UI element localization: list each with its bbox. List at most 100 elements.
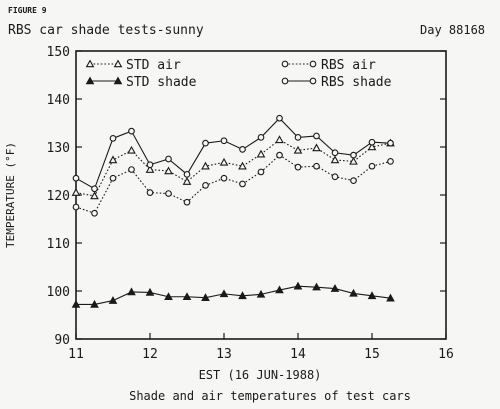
data-point (312, 282, 321, 291)
x-axis: 11 12 13 14 15 16 (68, 333, 454, 362)
data-point (183, 171, 191, 178)
day-label: Day 88168 (420, 23, 485, 37)
data-point (256, 289, 266, 298)
legend-label: RBS shade (321, 75, 392, 90)
data-point (165, 155, 172, 163)
data-point (71, 299, 81, 308)
y-tick-label: 140 (47, 93, 70, 108)
legend-item-std-shade: STD shade (85, 75, 197, 90)
data-point (257, 168, 265, 176)
legend-label: STD shade (126, 75, 197, 90)
series-rbs-shade (72, 114, 394, 193)
y-axis-label: TEMPERATURE (°F) (4, 142, 17, 248)
data-point (202, 182, 209, 189)
x-axis-label: EST (16 JUN-1988) (199, 368, 322, 382)
y-tick-label: 150 (47, 45, 70, 60)
data-point (350, 177, 357, 184)
data-point (128, 166, 135, 173)
data-point (387, 158, 394, 165)
y-tick-label: 110 (47, 237, 70, 252)
data-point (127, 287, 136, 296)
data-point (331, 149, 339, 157)
data-point (293, 281, 303, 290)
data-point (109, 135, 117, 142)
legend-marker (113, 76, 123, 85)
data-point (387, 139, 394, 147)
series-line-std-shade (76, 285, 391, 305)
figure-caption: Shade and air temperatures of test cars (129, 389, 411, 403)
data-point (276, 114, 283, 122)
data-point (219, 157, 229, 166)
x-tick-label: 14 (290, 347, 306, 362)
data-point (202, 139, 209, 147)
data-point (257, 134, 265, 141)
data-point (239, 180, 246, 188)
chart-title: RBS car shade tests-sunny (8, 23, 204, 38)
series-rbs-air (72, 151, 394, 217)
data-point (145, 165, 155, 173)
data-point (165, 190, 172, 197)
legend-item-rbs-shade: RBS shade (281, 75, 392, 90)
data-point (367, 291, 377, 300)
series-std-air (71, 135, 395, 200)
data-point (313, 132, 320, 140)
data-point (219, 289, 229, 298)
legend-marker (113, 59, 123, 68)
x-tick-label: 11 (68, 347, 84, 362)
data-point (386, 293, 395, 302)
data-point (331, 173, 339, 181)
data-point (349, 156, 358, 165)
data-point (275, 285, 284, 294)
data-point (128, 127, 135, 135)
legend-marker (309, 77, 317, 85)
data-point (146, 161, 154, 169)
data-point (201, 293, 210, 301)
data-point (182, 177, 192, 185)
y-tick-label: 100 (47, 285, 70, 300)
legend-item-rbs-air: RBS air (281, 58, 376, 73)
legend-item-std-air: STD air (85, 58, 181, 73)
x-tick-label: 15 (364, 347, 380, 362)
data-point (90, 191, 99, 200)
data-point (90, 299, 99, 308)
y-tick-label: 120 (47, 189, 70, 204)
data-point (312, 143, 321, 152)
legend-marker (309, 60, 317, 68)
data-point (350, 151, 357, 159)
legend: STD air STD shade RBS air RBS shade (85, 58, 392, 90)
data-point (330, 155, 340, 164)
data-point (294, 163, 302, 171)
legend-label: RBS air (321, 58, 376, 73)
data-point (238, 161, 247, 170)
data-point (220, 137, 228, 145)
data-point (183, 198, 191, 206)
data-point (108, 155, 118, 164)
y-axis: 90 100 110 120 130 140 150 (47, 45, 446, 348)
data-point (368, 138, 376, 146)
data-point (145, 287, 155, 296)
data-point (368, 162, 376, 170)
data-point (294, 134, 302, 141)
figure-label: FIGURE 9 (8, 6, 47, 15)
x-tick-label: 12 (142, 347, 158, 362)
data-point (146, 189, 154, 196)
data-point (71, 188, 81, 196)
legend-marker (85, 59, 95, 68)
data-point (164, 166, 173, 175)
data-point (293, 145, 303, 154)
data-point (108, 296, 118, 304)
x-tick-label: 13 (216, 347, 232, 362)
series-line-std-air (75, 139, 391, 197)
data-point (367, 142, 377, 151)
y-tick-label: 130 (47, 141, 70, 156)
data-point (109, 174, 117, 182)
data-point (330, 284, 340, 292)
data-point (72, 203, 80, 211)
data-point (313, 162, 320, 170)
series-layer (71, 114, 395, 308)
data-point (127, 145, 136, 154)
legend-marker (281, 60, 289, 68)
data-point (275, 135, 284, 144)
legend-label: STD air (126, 58, 181, 73)
